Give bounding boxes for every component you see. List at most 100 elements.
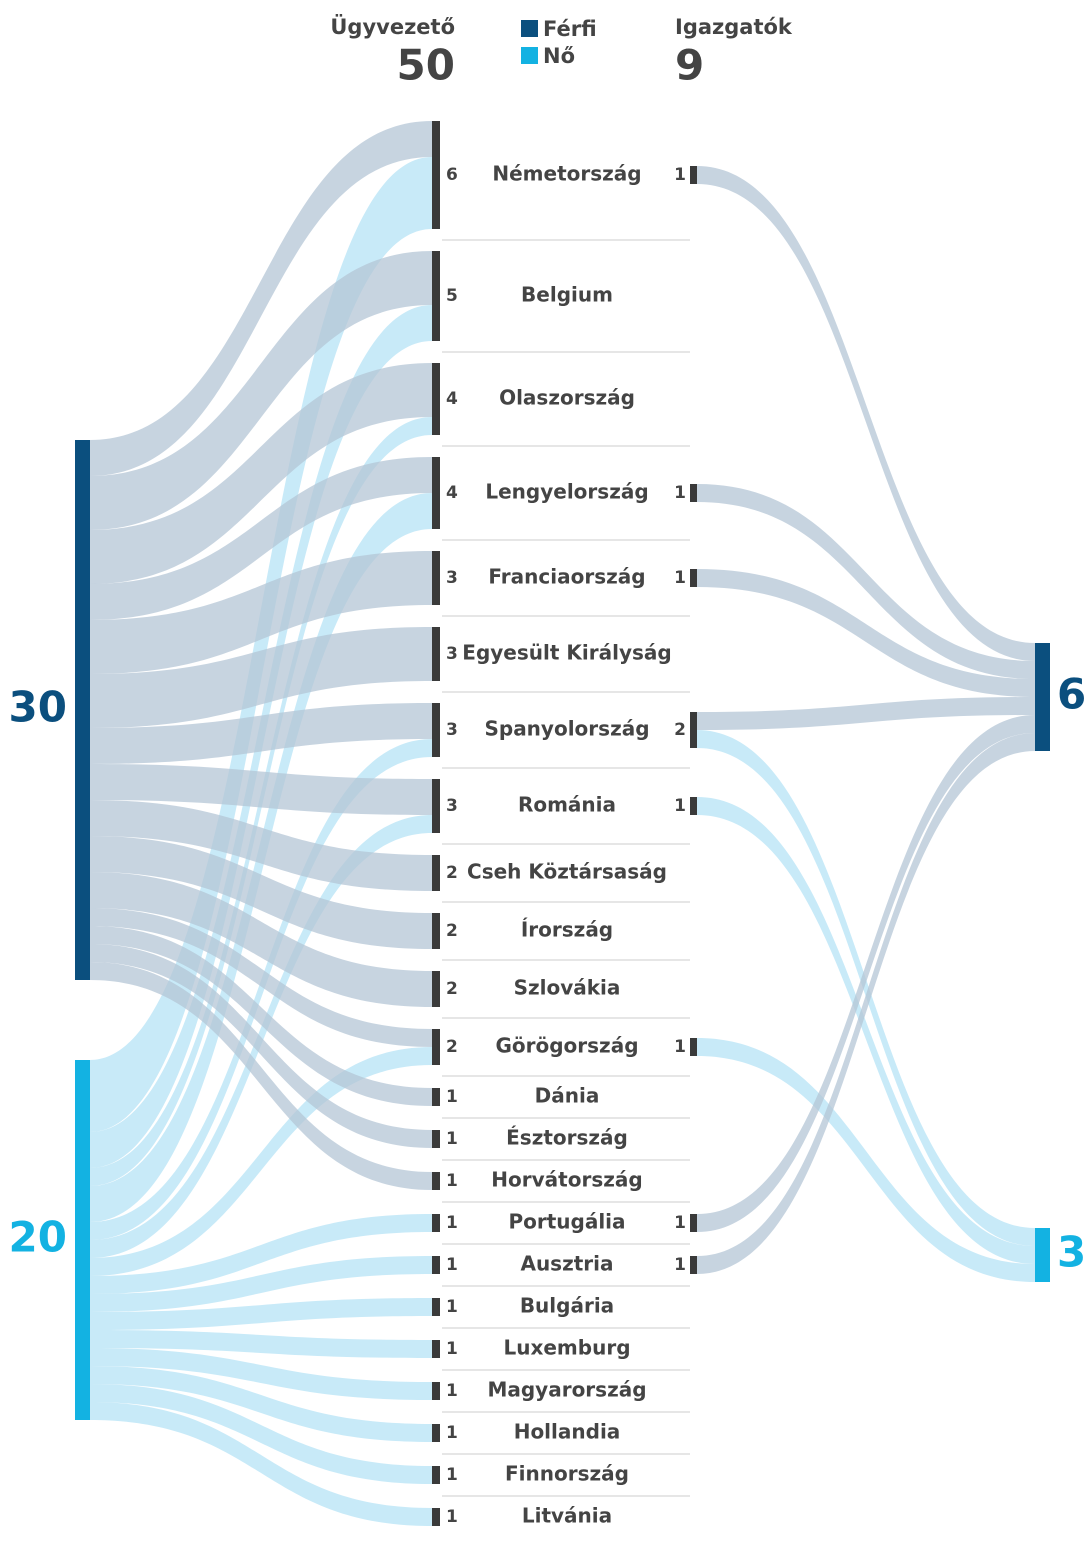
country-name: Írország bbox=[521, 918, 613, 942]
country-name: Spanyolország bbox=[484, 717, 649, 741]
country-bar bbox=[432, 121, 440, 229]
country-value: 2 bbox=[446, 979, 458, 999]
country-bar bbox=[432, 1088, 440, 1106]
country-name: Hollandia bbox=[514, 1420, 621, 1444]
country-bar bbox=[432, 1508, 440, 1526]
director-value: 1 bbox=[674, 1213, 686, 1233]
director-link bbox=[697, 569, 1035, 697]
director-value: 2 bbox=[674, 720, 686, 740]
gender-link bbox=[90, 926, 432, 1106]
country-value: 1 bbox=[446, 1087, 458, 1107]
director-link bbox=[697, 166, 1035, 661]
right-total: 9 bbox=[675, 41, 704, 90]
director-value: 1 bbox=[674, 165, 686, 185]
country-value: 2 bbox=[446, 1037, 458, 1057]
country-name: Belgium bbox=[521, 283, 613, 307]
gender-link bbox=[90, 251, 432, 530]
country-name: Horvátország bbox=[491, 1168, 642, 1192]
gender-link bbox=[90, 157, 432, 1132]
country-value: 6 bbox=[446, 165, 458, 185]
director-bar bbox=[690, 569, 697, 587]
gender-link bbox=[90, 121, 432, 476]
director-link bbox=[697, 797, 1035, 1264]
country-bar bbox=[432, 1298, 440, 1316]
country-value: 3 bbox=[446, 796, 458, 816]
gender-node bbox=[75, 1060, 90, 1420]
gender-link bbox=[90, 457, 432, 620]
country-name: Cseh Köztársaság bbox=[467, 860, 667, 884]
director-value: 1 bbox=[674, 796, 686, 816]
right-title: Igazgatók bbox=[675, 15, 793, 39]
country-bar bbox=[432, 1172, 440, 1190]
director-total: 3 bbox=[1057, 1228, 1086, 1277]
country-bar bbox=[432, 1424, 440, 1442]
country-bar bbox=[432, 913, 440, 949]
country-bar bbox=[432, 1466, 440, 1484]
country-value: 3 bbox=[446, 568, 458, 588]
country-name: Görögország bbox=[495, 1034, 638, 1058]
legend-swatch bbox=[521, 47, 538, 64]
director-bar bbox=[690, 1038, 697, 1056]
director-value: 1 bbox=[674, 1037, 686, 1057]
gender-link bbox=[90, 363, 432, 584]
director-link bbox=[697, 733, 1035, 1274]
country-bar bbox=[432, 971, 440, 1007]
country-bar bbox=[432, 1340, 440, 1358]
country-bar bbox=[432, 1029, 440, 1065]
gender-link bbox=[90, 1298, 432, 1330]
country-name: Egyesült Királyság bbox=[462, 641, 671, 665]
gender-link bbox=[90, 962, 432, 1190]
gender-link bbox=[90, 1366, 432, 1442]
gender-node bbox=[75, 440, 90, 980]
gender-link bbox=[90, 944, 432, 1148]
country-bar bbox=[432, 457, 440, 529]
country-value: 1 bbox=[446, 1171, 458, 1191]
country-name: Olaszország bbox=[499, 386, 635, 410]
country-value: 3 bbox=[446, 720, 458, 740]
gender-link bbox=[90, 1348, 432, 1400]
country-value: 3 bbox=[446, 644, 458, 664]
gender-total: 20 bbox=[9, 1213, 67, 1262]
links bbox=[90, 121, 1035, 1526]
country-name: Bulgária bbox=[520, 1294, 614, 1318]
country-name: Luxemburg bbox=[503, 1336, 630, 1360]
country-name: Dánia bbox=[535, 1084, 600, 1108]
director-value: 1 bbox=[674, 1255, 686, 1275]
country-value: 4 bbox=[446, 483, 458, 503]
director-link bbox=[697, 697, 1035, 730]
gender-link bbox=[90, 1047, 432, 1276]
gender-link bbox=[90, 836, 432, 949]
gender-total: 30 bbox=[9, 683, 67, 732]
gender-link bbox=[90, 1256, 432, 1312]
director-bar bbox=[690, 712, 697, 748]
gender-link bbox=[90, 1214, 432, 1294]
gender-link bbox=[90, 627, 432, 728]
country-value: 2 bbox=[446, 863, 458, 883]
director-bar bbox=[690, 1214, 697, 1232]
director-bar bbox=[690, 484, 697, 502]
country-value: 5 bbox=[446, 286, 458, 306]
country-value: 2 bbox=[446, 921, 458, 941]
director-bar bbox=[690, 1256, 697, 1274]
director-node bbox=[1035, 1228, 1050, 1282]
country-value: 1 bbox=[446, 1465, 458, 1485]
director-node bbox=[1035, 643, 1050, 751]
country-bar bbox=[432, 627, 440, 681]
gender-link bbox=[90, 703, 432, 764]
legend-label: Nő bbox=[543, 44, 575, 68]
director-link bbox=[697, 730, 1035, 1246]
director-link bbox=[697, 1038, 1035, 1282]
director-value: 1 bbox=[674, 483, 686, 503]
gender-link bbox=[90, 551, 432, 674]
country-value: 1 bbox=[446, 1381, 458, 1401]
country-name: Finnország bbox=[505, 1462, 629, 1486]
director-link bbox=[697, 715, 1035, 1232]
country-value: 1 bbox=[446, 1507, 458, 1527]
country-name: Szlovákia bbox=[514, 976, 621, 1000]
country-name: Portugália bbox=[508, 1210, 625, 1234]
country-value: 1 bbox=[446, 1423, 458, 1443]
country-bar bbox=[432, 779, 440, 833]
gender-link bbox=[90, 908, 432, 1047]
director-value: 1 bbox=[674, 568, 686, 588]
country-name: Franciaország bbox=[488, 565, 645, 589]
